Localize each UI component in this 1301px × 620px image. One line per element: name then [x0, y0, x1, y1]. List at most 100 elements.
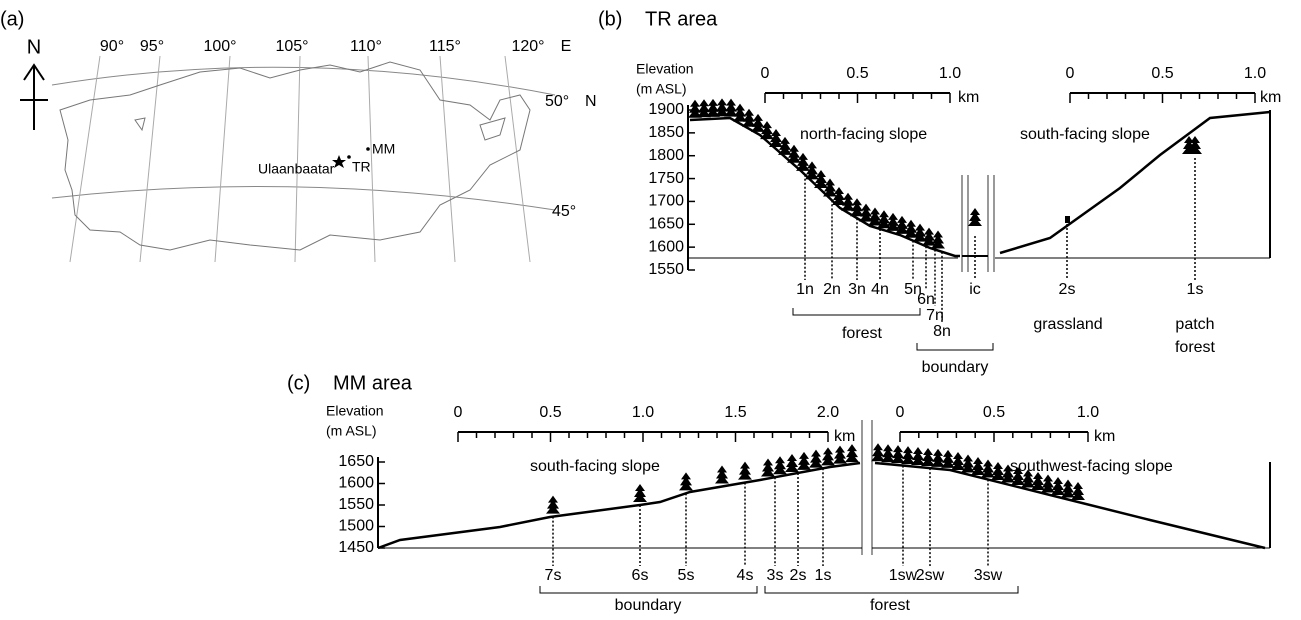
tree: [733, 103, 747, 122]
bracket: [539, 586, 758, 594]
site-label: 6n: [917, 291, 935, 308]
tree: [991, 462, 1005, 480]
panel-title: TR area: [645, 8, 718, 30]
tree: [877, 210, 891, 229]
label: 1750: [648, 170, 684, 187]
group-label: boundary: [922, 359, 989, 376]
tree: [809, 449, 823, 468]
axis-title: Elevation: [636, 61, 694, 77]
marker: [1065, 216, 1070, 223]
site-label: 1s: [1187, 281, 1204, 298]
lat-suffix: N: [585, 93, 597, 110]
tree: [773, 456, 787, 475]
label: 0: [896, 404, 905, 421]
place: MM: [372, 141, 395, 157]
tree: [911, 447, 925, 466]
site-label: ic: [969, 281, 981, 298]
panel-label: (c): [287, 372, 310, 394]
tree: [871, 443, 885, 462]
label: 0.5: [846, 65, 868, 82]
tree: [904, 219, 918, 238]
label: 1500: [338, 518, 374, 535]
tree: [679, 472, 693, 491]
slope-label: south-facing slope: [1020, 126, 1150, 143]
label: 0: [761, 65, 770, 82]
labels: (a)N 90° 95° 100° 105° 110° 115° 120° E50° N45°MM…: [0, 8, 1281, 614]
tree: [1182, 136, 1196, 154]
north-label: N: [27, 36, 41, 58]
tree: [1031, 472, 1045, 490]
tree: [796, 152, 810, 171]
site-label: 7n: [926, 307, 944, 324]
site-label: 6s: [632, 567, 649, 584]
tree: [1188, 136, 1202, 154]
label: 1900: [648, 101, 684, 118]
profile: [377, 461, 861, 550]
place: Ulaanbaatar: [258, 161, 335, 177]
label: 1700: [648, 193, 684, 210]
label: 0: [454, 404, 463, 421]
tree: [761, 458, 775, 477]
bracket: [792, 308, 921, 316]
label: 1800: [648, 147, 684, 164]
label: 0.5: [1151, 65, 1173, 82]
label: 1850: [648, 124, 684, 141]
tree: [1071, 482, 1085, 500]
longitude: 120°: [511, 38, 544, 55]
tree: [715, 98, 729, 117]
tree: [859, 203, 873, 222]
tree: [833, 445, 847, 464]
axis-title: (m ASL): [326, 423, 377, 439]
site-label: 1n: [796, 281, 814, 298]
tree: [785, 454, 799, 473]
site-label: 4s: [737, 567, 754, 584]
label: 1600: [648, 238, 684, 255]
label: 1650: [338, 453, 374, 470]
tree: [913, 223, 927, 242]
tree: [1051, 477, 1065, 495]
tree: [633, 484, 647, 502]
tree: [886, 212, 900, 231]
tree: [895, 215, 909, 234]
tree: [841, 192, 855, 211]
label: 1.0: [939, 65, 961, 82]
tree: [931, 448, 945, 467]
tree: [715, 465, 729, 484]
site-label: 2sw: [916, 567, 945, 584]
label: 0.5: [983, 404, 1005, 421]
site-label: 3sw: [974, 567, 1003, 584]
tree: [951, 452, 965, 470]
tree: [922, 227, 936, 246]
label: 1550: [648, 261, 684, 278]
label: km: [1260, 89, 1281, 106]
site-label: 1s: [815, 567, 832, 584]
site-label: 2n: [823, 281, 841, 298]
longitude: 110°: [350, 38, 382, 55]
tree: [901, 446, 915, 465]
axis-title: (m ASL): [636, 81, 687, 97]
label: km: [834, 428, 855, 445]
label: 1.5: [724, 404, 746, 421]
tree: [891, 445, 905, 464]
site-label: 8n: [933, 323, 951, 340]
latitude: 50°: [545, 93, 569, 110]
group-label: boundary: [615, 597, 682, 614]
site-label: 2s: [1059, 281, 1076, 298]
label: 1.0: [1244, 65, 1266, 82]
label: 0.5: [539, 404, 561, 421]
tree: [814, 169, 828, 188]
slope-label: southwest-facing slope: [1010, 458, 1173, 475]
label: 1.0: [1077, 404, 1099, 421]
tree: [738, 461, 752, 480]
tree: [868, 207, 882, 226]
north-arrow: [20, 63, 48, 130]
label: 1600: [338, 475, 374, 492]
tree: [742, 108, 756, 127]
tree: [706, 98, 720, 117]
longitude: 90°: [100, 38, 124, 55]
label: km: [1094, 428, 1115, 445]
tree: [850, 198, 864, 217]
axis-title: Elevation: [326, 403, 384, 419]
lines: [377, 92, 1271, 594]
site-label: 3s: [767, 567, 784, 584]
